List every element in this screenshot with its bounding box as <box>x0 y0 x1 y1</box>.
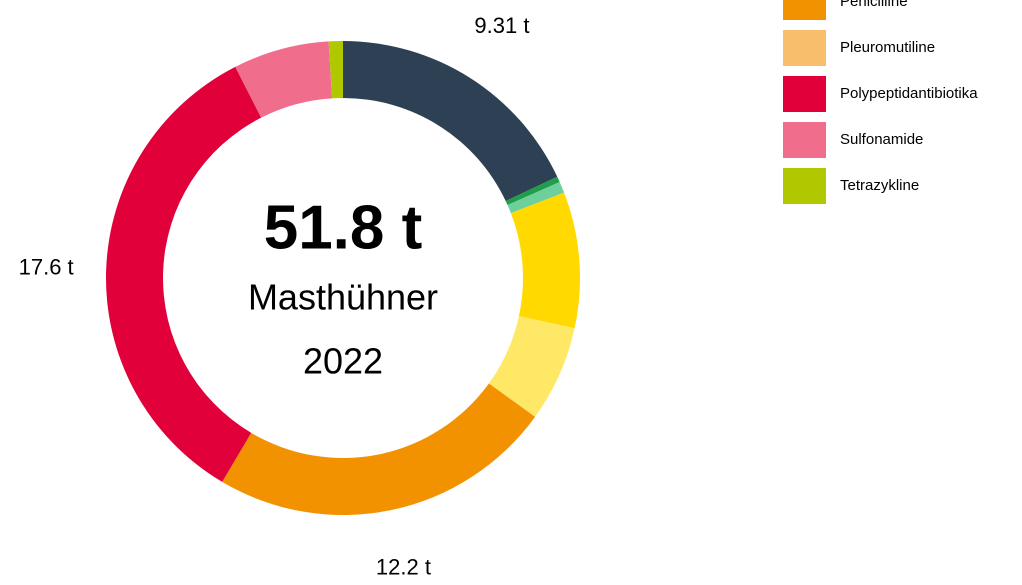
legend-swatch <box>783 76 826 112</box>
donut-slice <box>105 66 262 482</box>
donut-slice <box>505 176 560 206</box>
donut-slice <box>507 181 565 214</box>
donut-slice <box>510 192 580 329</box>
donut-slice <box>328 41 343 99</box>
donut-slice <box>222 383 536 515</box>
legend-swatch <box>783 168 826 204</box>
center-year: 2022 <box>303 341 383 382</box>
value-label: 9.31 t <box>474 13 529 38</box>
legend-swatch <box>783 30 826 66</box>
legend-label: Polypeptidantibiotika <box>840 85 978 102</box>
legend-label: Penicilline <box>840 0 908 10</box>
legend-label: Sulfonamide <box>840 131 923 148</box>
legend-label: Pleuromutiline <box>840 39 935 56</box>
legend-swatch <box>783 0 826 20</box>
center-label: Masthühner <box>248 277 438 318</box>
legend-label: Tetrazykline <box>840 177 919 194</box>
center-total: 51.8 t <box>264 193 423 262</box>
legend-swatch <box>783 122 826 158</box>
value-label: 17.6 t <box>19 254 74 279</box>
value-label: 12.2 t <box>376 555 431 580</box>
donut-slice <box>343 41 558 202</box>
donut-slice <box>488 316 575 417</box>
donut-slice <box>235 41 333 118</box>
